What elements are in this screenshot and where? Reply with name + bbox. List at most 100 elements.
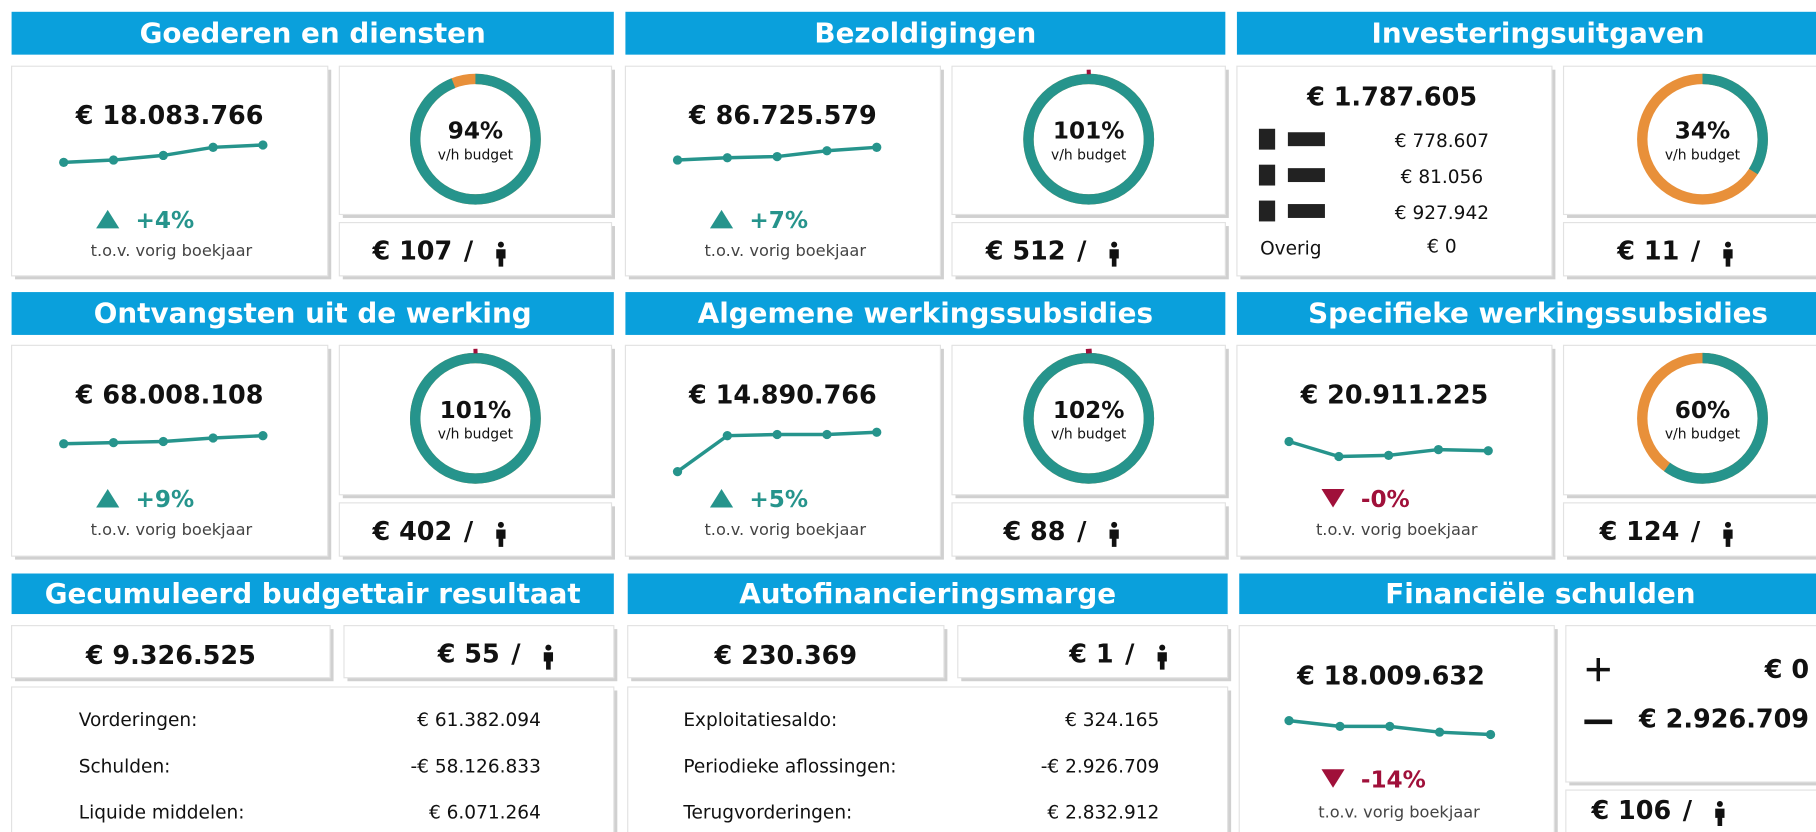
breakdown-value: € 778.607 (1395, 131, 1489, 152)
person-icon (1723, 529, 1733, 547)
card (1562, 502, 1816, 557)
budget-percent: 101% (440, 398, 512, 424)
row-value: € 61.382.094 (417, 710, 541, 731)
panel-header (11, 11, 614, 55)
card (624, 344, 942, 557)
category-icon (1287, 132, 1325, 147)
panel-title: Financiële schulden (1385, 577, 1695, 610)
trend-point (1284, 436, 1294, 447)
category-icon (1287, 168, 1325, 183)
trend-point (1433, 444, 1444, 455)
person-icon (497, 241, 504, 248)
per-capita: € 107 (371, 237, 452, 267)
card (1236, 344, 1553, 557)
trend-point (258, 431, 268, 441)
change-value: -0% (1361, 487, 1410, 513)
person-icon (497, 521, 504, 528)
budget-caption: v/h budget (1665, 147, 1741, 163)
breakdown-value: € 81.056 (1401, 167, 1483, 188)
trend-point (1334, 451, 1344, 462)
amount: € 14.890.766 (688, 380, 877, 410)
person-icon (1723, 249, 1733, 267)
per-capita: € 1 (1068, 640, 1113, 670)
change-caption: t.o.v. vorig boekjaar (704, 241, 866, 260)
budget-caption: v/h budget (1051, 427, 1127, 443)
row-label: Vorderingen: (79, 710, 198, 731)
budget-caption: v/h budget (438, 147, 514, 163)
card (343, 625, 615, 679)
per-capita: € 88 (1002, 517, 1065, 547)
trend-point (672, 155, 683, 165)
category-icon (1258, 128, 1276, 150)
donut-arc (409, 352, 541, 484)
person-icon (1716, 800, 1723, 807)
donut-arc (1637, 73, 1768, 205)
card (951, 344, 1226, 496)
card (627, 686, 1229, 832)
per-capita: € 11 (1616, 237, 1679, 267)
trend-point (59, 157, 69, 167)
person-icon (1111, 521, 1118, 528)
change-value: -14% (1361, 767, 1426, 793)
card (1562, 222, 1816, 277)
additions-value: € 0 (1764, 655, 1809, 685)
card (11, 686, 615, 832)
change-caption: t.o.v. vorig boekjaar (91, 520, 253, 539)
trend-point (1284, 715, 1294, 726)
trend-point (208, 142, 218, 152)
trend-point (1485, 729, 1496, 740)
change-arrow (709, 488, 734, 508)
panel-title: Gecumuleerd budgettair resultaat (45, 577, 581, 610)
change-caption: t.o.v. vorig boekjaar (91, 241, 253, 260)
category-icon (1258, 200, 1276, 222)
card (338, 222, 613, 277)
trend-point (1483, 446, 1493, 456)
panel-title: Algemene werkingssubsidies (698, 297, 1153, 330)
per-capita-separator: / (464, 237, 474, 267)
amount: € 1.787.605 (1306, 83, 1477, 113)
amount: € 18.083.766 (75, 101, 264, 131)
person-icon (1724, 241, 1731, 248)
row-label: Terugvorderingen: (682, 803, 852, 824)
per-capita-separator: / (1077, 517, 1087, 547)
per-capita-separator: / (1691, 517, 1701, 547)
category-icon (1287, 204, 1325, 218)
panel-header (1239, 573, 1816, 615)
amount: € 9.326.525 (85, 641, 256, 671)
panel-title: Ontvangsten uit de werking (94, 297, 532, 330)
panel-header (11, 292, 614, 335)
panel-header (1236, 11, 1816, 55)
budget-percent: 34% (1675, 119, 1730, 145)
card (11, 65, 329, 277)
row-value: € 2.832.912 (1047, 803, 1159, 824)
trend-point (772, 429, 782, 440)
card (1562, 344, 1816, 496)
row-label: Liquide middelen: (79, 803, 245, 824)
trend-point (1434, 727, 1445, 737)
per-capita: € 55 (437, 640, 500, 670)
row-value: € 324.165 (1065, 710, 1159, 731)
person-icon (1111, 241, 1118, 248)
row-value: -€ 2.926.709 (1041, 756, 1160, 777)
per-capita: € 124 (1599, 517, 1680, 547)
trend-point (208, 433, 218, 443)
per-capita: € 402 (371, 517, 452, 547)
trend-point (872, 142, 882, 152)
trend-point (822, 429, 832, 440)
change-arrow (96, 209, 120, 229)
person-icon (496, 249, 506, 267)
donut-arc (1023, 352, 1155, 484)
budget-caption: v/h budget (438, 427, 514, 443)
card (11, 344, 329, 557)
plus-icon (1586, 658, 1610, 682)
per-capita-separator: / (464, 517, 474, 547)
amount: € 230.369 (714, 641, 858, 671)
per-capita-separator: / (1077, 237, 1087, 267)
change-value: +5% (749, 487, 808, 513)
card (951, 222, 1226, 277)
person-icon (1724, 521, 1731, 528)
category-icon (1258, 164, 1276, 186)
per-capita: € 106 (1590, 796, 1671, 826)
